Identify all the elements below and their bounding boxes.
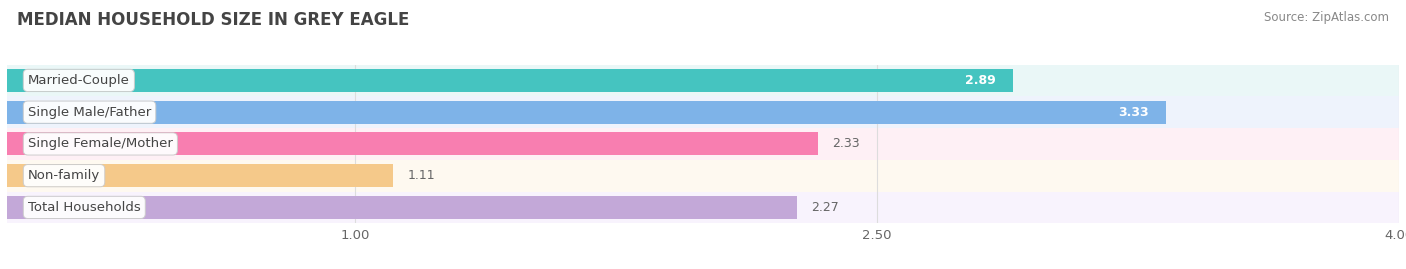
Text: 2.33: 2.33 (832, 137, 859, 150)
Text: MEDIAN HOUSEHOLD SIZE IN GREY EAGLE: MEDIAN HOUSEHOLD SIZE IN GREY EAGLE (17, 11, 409, 29)
Text: Total Households: Total Households (28, 201, 141, 214)
Bar (7, 196, 797, 219)
Bar (7, 96, 1399, 128)
Bar (7, 128, 1399, 160)
Text: Single Female/Mother: Single Female/Mother (28, 137, 173, 150)
Text: 1.11: 1.11 (408, 169, 434, 182)
Bar (7, 133, 818, 155)
Text: Single Male/Father: Single Male/Father (28, 106, 152, 119)
Bar (7, 65, 1399, 96)
Bar (7, 192, 1399, 223)
Text: 3.33: 3.33 (1118, 106, 1149, 119)
Bar (7, 164, 394, 187)
Text: 2.27: 2.27 (811, 201, 838, 214)
Text: Married-Couple: Married-Couple (28, 74, 129, 87)
Bar (7, 101, 1166, 123)
Text: 2.89: 2.89 (965, 74, 995, 87)
Text: Non-family: Non-family (28, 169, 100, 182)
Bar (7, 69, 1012, 92)
Text: Source: ZipAtlas.com: Source: ZipAtlas.com (1264, 11, 1389, 24)
Bar (7, 160, 1399, 192)
